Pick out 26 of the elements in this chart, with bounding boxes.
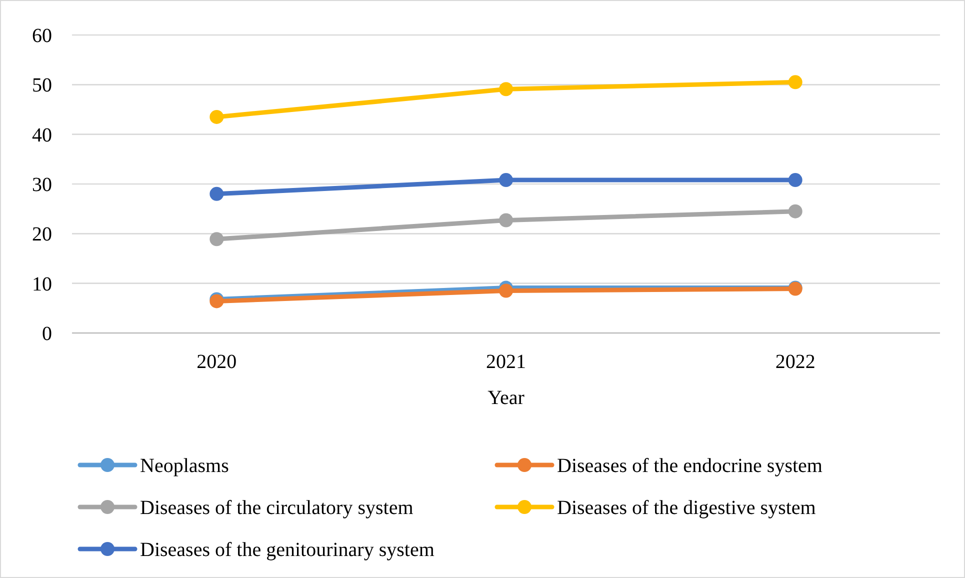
point xyxy=(499,213,513,228)
legend-label: Diseases of the circulatory system xyxy=(140,497,414,519)
legend-label: Diseases of the endocrine system xyxy=(557,455,823,477)
y-tick-label: 30 xyxy=(32,174,52,196)
x-axis-title: Year xyxy=(488,387,525,409)
x-tick-label: 2022 xyxy=(775,351,816,373)
y-tick-label: 60 xyxy=(32,25,52,47)
legend-label: Neoplasms xyxy=(140,455,230,477)
point xyxy=(210,186,224,201)
point xyxy=(788,75,802,90)
point xyxy=(788,204,802,218)
legend-label: Diseases of the digestive system xyxy=(557,497,816,519)
point xyxy=(499,173,513,188)
x-tick-label: 2021 xyxy=(486,351,526,373)
point xyxy=(210,110,224,124)
y-tick-label: 0 xyxy=(42,323,52,345)
point xyxy=(788,173,802,188)
point xyxy=(210,232,224,246)
y-tick-label: 40 xyxy=(32,124,52,146)
point xyxy=(499,82,513,96)
legend-label: Diseases of the genitourinary system xyxy=(140,539,435,561)
x-tick-label: 2020 xyxy=(196,351,237,373)
y-tick-label: 20 xyxy=(32,224,52,246)
y-tick-label: 50 xyxy=(32,74,52,97)
y-tick-label: 10 xyxy=(32,273,52,296)
point xyxy=(499,284,513,298)
